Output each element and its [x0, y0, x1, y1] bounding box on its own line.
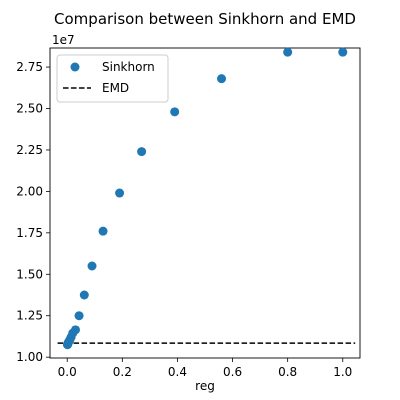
sinkhorn-point: [74, 311, 84, 321]
x-tick-label: 1.0: [333, 365, 352, 379]
y-tick-label: 1.75: [16, 226, 43, 240]
y-tick-label: 2.00: [16, 184, 43, 198]
plot-area: [49, 47, 361, 359]
sinkhorn-point: [283, 47, 293, 57]
x-axis: 0.0 0.2 0.4 0.6 0.8 1.0: [58, 358, 352, 379]
legend: Sinkhorn EMD: [56, 54, 169, 103]
y-offset-label: 1e7: [52, 33, 75, 47]
x-tick-label: 0.4: [168, 365, 187, 379]
sinkhorn-point: [338, 47, 348, 57]
y-tick-label: 2.25: [16, 143, 43, 157]
sinkhorn-point: [170, 107, 180, 117]
x-tick-label: 0.2: [113, 365, 132, 379]
sinkhorn-point: [137, 147, 147, 157]
legend-sinkhorn-marker: [70, 62, 80, 72]
legend-sinkhorn-label: Sinkhorn: [102, 60, 155, 74]
sinkhorn-point: [79, 290, 89, 300]
legend-box: [56, 54, 169, 103]
sinkhorn-point: [115, 188, 125, 198]
x-tick-label: 0.0: [58, 365, 77, 379]
legend-emd-label: EMD: [102, 81, 129, 95]
sinkhorn-series: [62, 47, 348, 350]
chart-title: Comparison between Sinkhorn and EMD: [54, 10, 356, 28]
x-axis-label: reg: [195, 379, 215, 393]
sinkhorn-point: [217, 74, 227, 84]
axes-frame: [49, 47, 361, 359]
sinkhorn-point: [87, 261, 97, 271]
y-tick-label: 2.50: [16, 102, 43, 116]
x-tick-label: 0.8: [278, 365, 297, 379]
sinkhorn-point: [70, 325, 80, 335]
sinkhorn-point: [98, 226, 108, 236]
y-axis: 1.00 1.25 1.50 1.75 2.00 2.25 2.50 2.75: [16, 60, 50, 364]
x-tick-label: 0.6: [223, 365, 242, 379]
y-tick-label: 1.50: [16, 267, 43, 281]
y-tick-label: 2.75: [16, 60, 43, 74]
y-tick-label: 1.00: [16, 350, 43, 364]
y-tick-label: 1.25: [16, 309, 43, 323]
